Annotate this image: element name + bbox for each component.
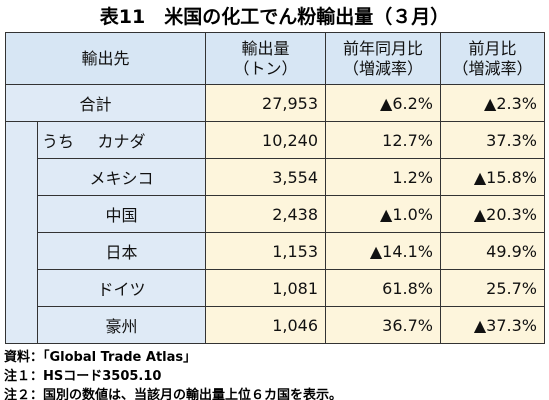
data-cell: 1.2% bbox=[325, 158, 441, 196]
row-label: 合計 bbox=[5, 84, 206, 122]
data-cell: ▲14.1% bbox=[325, 232, 441, 270]
row-label-text: 日本 bbox=[105, 243, 138, 262]
cell-value: 1,081 bbox=[272, 278, 318, 298]
data-cell: 37.3% bbox=[440, 121, 545, 159]
data-cell: 1,153 bbox=[205, 232, 326, 270]
data-cell: 25.7% bbox=[440, 269, 545, 307]
data-cell: 3,554 bbox=[205, 158, 326, 196]
data-cell: 27,953 bbox=[205, 84, 326, 122]
column-header: 輸出先 bbox=[5, 32, 206, 85]
cell-value: ▲20.3% bbox=[473, 204, 537, 224]
data-cell: 12.7% bbox=[325, 121, 441, 159]
header-text: 輸出先 bbox=[81, 48, 130, 68]
data-cell: ▲6.2% bbox=[325, 84, 441, 122]
title: 表11 米国の化工でん粉輸出量（３月） bbox=[99, 6, 450, 28]
data-cell: ▲37.3% bbox=[440, 306, 545, 344]
row-label-text: 中国 bbox=[105, 206, 138, 225]
data-cell: ▲2.3% bbox=[440, 84, 545, 122]
cell-value: ▲37.3% bbox=[473, 315, 537, 335]
column-header: 前年同月比 （増減率） bbox=[325, 32, 441, 85]
data-cell: 36.7% bbox=[325, 306, 441, 344]
row-label: ドイツ bbox=[37, 269, 206, 307]
row-label-text: メキシコ bbox=[89, 169, 154, 188]
data-cell: 49.9% bbox=[440, 232, 545, 270]
row-label-text: ドイツ bbox=[97, 280, 146, 299]
data-cell: ▲1.0% bbox=[325, 195, 441, 233]
row-label-text: 合計 bbox=[79, 95, 112, 114]
row-label: メキシコ bbox=[37, 158, 206, 196]
data-cell: 2,438 bbox=[205, 195, 326, 233]
breakdown-strip bbox=[5, 121, 38, 344]
header-text: 前年同月比 bbox=[342, 38, 423, 58]
data-cell: ▲20.3% bbox=[440, 195, 545, 233]
header-text: （トン） bbox=[233, 58, 298, 78]
row-label: 中国 bbox=[37, 195, 206, 233]
row-label-text: カナダ bbox=[97, 132, 146, 151]
cell-value: 1,153 bbox=[272, 241, 318, 261]
cell-value: 3,554 bbox=[272, 167, 318, 187]
cell-value: 49.9% bbox=[486, 241, 537, 261]
header-text: 輸出量 bbox=[241, 38, 290, 58]
cell-value: 27,953 bbox=[262, 93, 318, 113]
column-header: 輸出量 （トン） bbox=[205, 32, 326, 85]
cell-value: ▲1.0% bbox=[380, 204, 433, 224]
header-text: 前月比 bbox=[468, 38, 517, 58]
note: 注２：国別の数値は、当該月の輸出量上位６カ国を表示。 bbox=[4, 388, 343, 400]
cell-value: ▲15.8% bbox=[473, 167, 537, 187]
cell-value: ▲6.2% bbox=[380, 93, 433, 113]
cell-value: 1.2% bbox=[392, 167, 433, 187]
cell-value: 36.7% bbox=[382, 315, 433, 335]
cell-value: 25.7% bbox=[486, 278, 537, 298]
data-cell: ▲15.8% bbox=[440, 158, 545, 196]
note: 資料：「Global Trade Atlas」 bbox=[4, 350, 197, 365]
data-cell: 1,046 bbox=[205, 306, 326, 344]
breakdown-label: うち bbox=[42, 132, 75, 151]
cell-value: 12.7% bbox=[382, 130, 433, 150]
cell-value: 37.3% bbox=[486, 130, 537, 150]
cell-value: ▲2.3% bbox=[484, 93, 537, 113]
header-text: （増減率） bbox=[452, 58, 533, 78]
row-label-text: 豪州 bbox=[105, 317, 138, 336]
row-label: 豪州 bbox=[37, 306, 206, 344]
data-cell: 1,081 bbox=[205, 269, 326, 307]
cell-value: 1,046 bbox=[272, 315, 318, 335]
cell-value: 2,438 bbox=[272, 204, 318, 224]
column-header: 前月比 （増減率） bbox=[440, 32, 545, 85]
row-label: うち カナダ bbox=[37, 121, 206, 159]
row-label: 日本 bbox=[37, 232, 206, 270]
note: 注１：HSコード3505.10 bbox=[4, 369, 162, 384]
header-text: （増減率） bbox=[342, 58, 423, 78]
cell-value: 61.8% bbox=[382, 278, 433, 298]
data-cell: 61.8% bbox=[325, 269, 441, 307]
data-cell: 10,240 bbox=[205, 121, 326, 159]
cell-value: 10,240 bbox=[262, 130, 318, 150]
cell-value: ▲14.1% bbox=[369, 241, 433, 261]
